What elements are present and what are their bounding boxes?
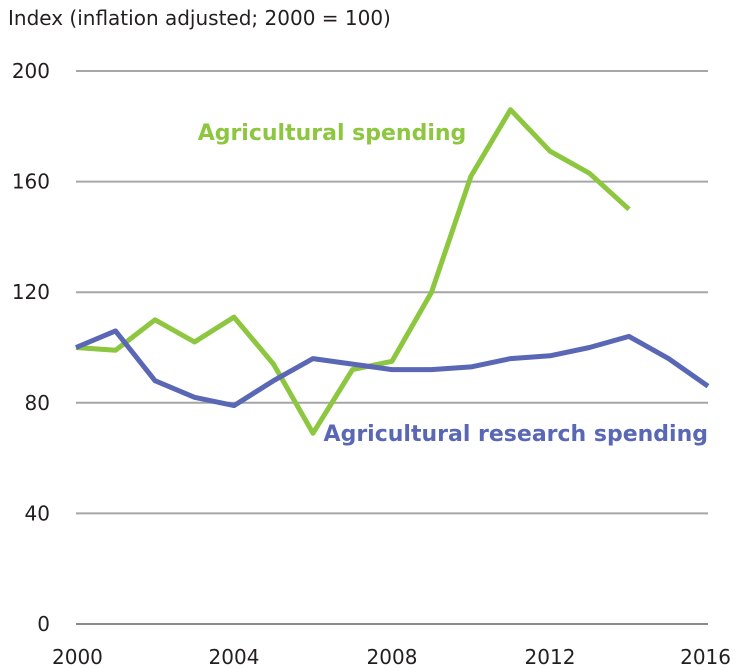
agricultural-research-spending-label: Agricultural research spending bbox=[324, 422, 708, 447]
gridlines bbox=[76, 71, 708, 624]
x-tick-label: 2012 bbox=[525, 645, 576, 669]
series-labels: Agricultural spending Agricultural resear… bbox=[198, 121, 708, 447]
y-tick-labels: 0 40 80 120 160 200 bbox=[12, 59, 50, 636]
x-tick-labels: 2000 2004 2008 2012 2016 bbox=[52, 645, 731, 669]
x-tick-label: 2000 bbox=[52, 645, 103, 669]
y-tick-label: 0 bbox=[37, 612, 50, 636]
agricultural-spending-label: Agricultural spending bbox=[198, 121, 467, 146]
x-tick-label: 2004 bbox=[209, 645, 260, 669]
y-tick-label: 200 bbox=[12, 59, 50, 83]
y-tick-label: 120 bbox=[12, 280, 50, 304]
agricultural-research-spending-line bbox=[76, 331, 708, 406]
y-tick-label: 80 bbox=[25, 391, 50, 415]
y-tick-label: 160 bbox=[12, 170, 50, 194]
y-tick-label: 40 bbox=[25, 501, 50, 525]
x-tick-label: 2008 bbox=[367, 645, 418, 669]
x-tick-label: 2016 bbox=[680, 645, 731, 669]
series-lines bbox=[76, 110, 708, 434]
